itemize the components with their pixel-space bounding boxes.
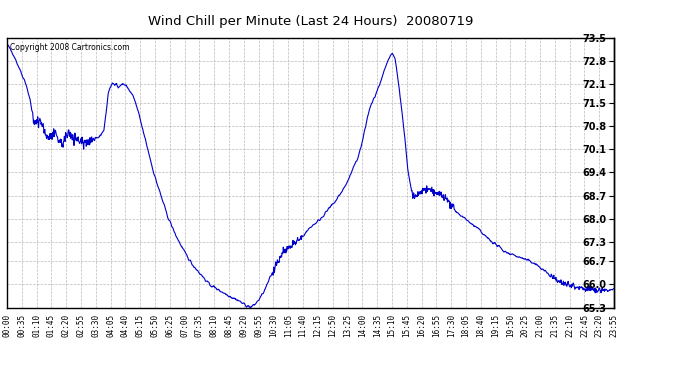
Text: Wind Chill per Minute (Last 24 Hours)  20080719: Wind Chill per Minute (Last 24 Hours) 20…	[148, 15, 473, 28]
Text: Copyright 2008 Cartronics.com: Copyright 2008 Cartronics.com	[10, 43, 130, 52]
